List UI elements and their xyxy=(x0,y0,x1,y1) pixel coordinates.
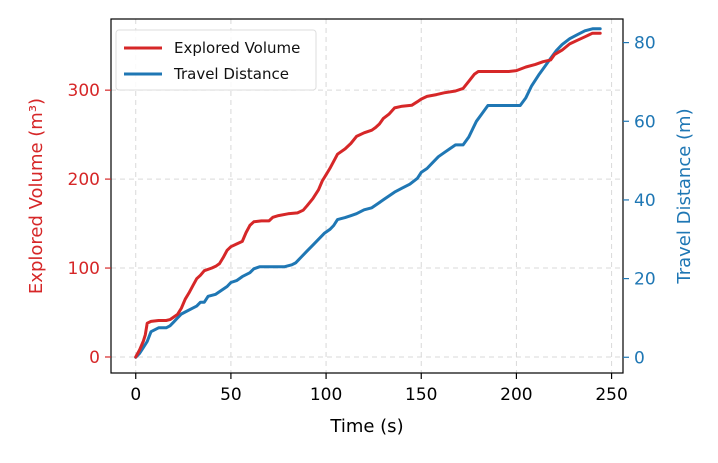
series-layer xyxy=(134,27,602,359)
axes: 0 50 100 150 200 250 0 100 200 300 0 20 40 60 80 xyxy=(68,34,656,405)
right-y-tick-label: 60 xyxy=(634,112,656,132)
x-tick-label: 150 xyxy=(405,385,437,405)
series-line-explored-volume xyxy=(134,31,602,359)
right-y-tick-label: 0 xyxy=(634,348,645,368)
right-y-tick-label: 40 xyxy=(634,191,656,211)
right-y-axis-label: Travel Distance (m) xyxy=(674,108,695,284)
legend-box xyxy=(115,29,317,91)
right-y-tick-label: 80 xyxy=(634,34,656,54)
x-axis-label: Time (s) xyxy=(329,416,403,437)
left-y-tick-label: 200 xyxy=(68,170,100,190)
left-y-tick-label: 300 xyxy=(68,81,100,101)
legend: Explored Volume Travel Distance xyxy=(115,29,317,91)
plot-frame xyxy=(110,18,624,374)
legend-label-explored: Explored Volume xyxy=(174,39,300,57)
x-tick-label: 0 xyxy=(130,385,141,405)
x-tick-label: 100 xyxy=(310,385,342,405)
left-y-tick-label: 100 xyxy=(68,259,100,279)
legend-label-travel: Travel Distance xyxy=(173,65,289,83)
x-tick-label: 250 xyxy=(595,385,627,405)
x-tick-label: 200 xyxy=(500,385,532,405)
series-line-travel-distance xyxy=(134,27,602,359)
x-tick-label: 50 xyxy=(220,385,242,405)
left-y-tick-label: 0 xyxy=(89,348,100,368)
left-y-axis-label: Explored Volume (m³) xyxy=(26,98,47,294)
right-y-tick-label: 20 xyxy=(634,270,656,290)
